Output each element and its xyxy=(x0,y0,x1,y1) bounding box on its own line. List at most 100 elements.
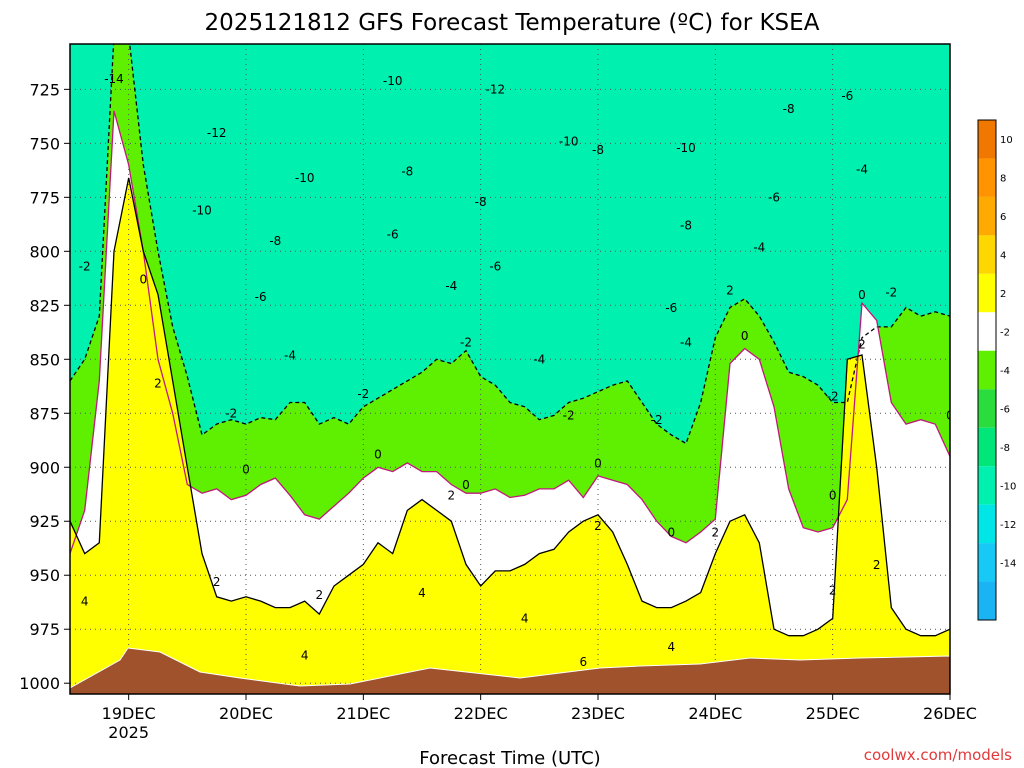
x-tick-sublabel: 2025 xyxy=(108,723,149,742)
contour-label: -8 xyxy=(475,195,487,209)
y-tick-label: 850 xyxy=(29,350,60,369)
terrain-surface xyxy=(70,647,950,694)
contour-label: -14 xyxy=(104,72,124,86)
contour-label: 4 xyxy=(301,648,309,662)
contour-label: -4 xyxy=(445,279,457,293)
contour-label: -12 xyxy=(486,83,506,97)
contour-label: 0 xyxy=(462,478,470,492)
contour-label: 2 xyxy=(858,337,866,351)
contour-label: 2 xyxy=(316,588,324,602)
contour-label: 2 xyxy=(594,519,602,533)
y-tick-label: 800 xyxy=(29,242,60,261)
colorbar-tick-label: 8 xyxy=(1000,174,1006,185)
y-tick-label: 975 xyxy=(29,620,60,639)
x-tick-label: 21DEC xyxy=(336,704,390,723)
contour-label: -2 xyxy=(827,389,839,403)
contour-label: -2 xyxy=(651,413,663,427)
contour-label: -4 xyxy=(856,163,868,177)
contour-label: 2 xyxy=(712,525,720,539)
contour-label: 2 xyxy=(154,376,162,390)
contour-label: 4 xyxy=(418,586,426,600)
y-tick-label: 725 xyxy=(29,80,60,99)
contour-label: -6 xyxy=(255,290,267,304)
contour-label: 6 xyxy=(580,655,588,669)
contour-label: -8 xyxy=(269,234,281,248)
colorbar-swatch xyxy=(978,196,996,236)
colorbar-swatch xyxy=(978,273,996,313)
colorbar-tick-label: -14 xyxy=(1000,558,1016,569)
plot-frame xyxy=(69,43,951,695)
y-tick-label: 925 xyxy=(29,512,60,531)
colorbar: -14 -12 -10 -8 -6 -4 -2 2 4 6 8 10 xyxy=(977,119,1016,621)
contour-label: -10 xyxy=(192,204,212,218)
colorbar-swatch xyxy=(978,120,996,159)
colorbar-swatch xyxy=(978,235,996,274)
contour-label: -6 xyxy=(489,260,501,274)
contour-label: -2 xyxy=(460,335,472,349)
contour-label: 0 xyxy=(829,489,837,503)
contour-label: 0 xyxy=(858,288,866,302)
isotherm-line xyxy=(70,177,950,637)
contour-label: 4 xyxy=(81,594,89,608)
colorbar-swatch xyxy=(978,427,996,467)
contour-label: -4 xyxy=(284,348,296,362)
colorbar-swatch xyxy=(978,312,996,351)
colorbar-swatch xyxy=(978,389,996,428)
contour-label: 2 xyxy=(726,283,734,297)
y-tick-label: 825 xyxy=(29,296,60,315)
y-tick-label: 775 xyxy=(29,188,60,207)
colorbar-tick-label: 6 xyxy=(1000,212,1006,223)
x-axis-label: Forecast Time (UTC) xyxy=(419,748,600,768)
contour-label: 2 xyxy=(448,489,456,503)
x-tick-label: 22DEC xyxy=(454,704,508,723)
colorbar-swatch xyxy=(978,504,996,544)
credit-text: coolwx.com/models xyxy=(864,746,1012,764)
colorbar-swatch xyxy=(978,466,996,505)
colorbar-tick-label: -2 xyxy=(1000,328,1010,339)
contour-label: 0 xyxy=(741,329,749,343)
isotherm-line xyxy=(70,44,950,445)
contour-label: -10 xyxy=(559,134,579,148)
contour-label: -12 xyxy=(207,126,227,140)
contour-label: -2 xyxy=(225,407,237,421)
contour-label: 0 xyxy=(946,409,954,423)
contour-label: 4 xyxy=(521,612,529,626)
isotherm-line xyxy=(70,110,950,554)
contour-label: 0 xyxy=(594,456,602,470)
x-tick-label: 26DEC xyxy=(923,704,977,723)
x-tick-label: 25DEC xyxy=(806,704,860,723)
y-axis: 725 750 775 800 825 850 875 900 925 950 975 1000 xyxy=(19,80,70,693)
contour-label: -6 xyxy=(841,89,853,103)
contour-label: -8 xyxy=(592,143,604,157)
contour-label: 0 xyxy=(668,525,676,539)
contour-label: -4 xyxy=(533,353,545,367)
contour-label: 0 xyxy=(374,448,382,462)
plot-area: -14 -12 -10 -12 -10 -8 -10 -8 -6 -10 -8 -8 -6 -4 -10 -8… xyxy=(70,44,954,694)
colorbar-tick-label: -6 xyxy=(1000,404,1010,415)
contour-label: -8 xyxy=(401,165,413,179)
colorbar-swatch xyxy=(978,581,996,620)
contour-label: -10 xyxy=(295,171,315,185)
colorbar-tick-label: 2 xyxy=(1000,289,1006,300)
colorbar-frame xyxy=(977,119,997,621)
x-tick-label: 20DEC xyxy=(219,704,273,723)
contour-label: -6 xyxy=(387,227,399,241)
colorbar-swatch xyxy=(978,350,996,390)
colorbar-swatch xyxy=(978,158,996,197)
colorbar-tick-label: -4 xyxy=(1000,366,1010,377)
band-fill xyxy=(70,177,950,694)
contour-label: -8 xyxy=(680,219,692,233)
x-tick-label: 19DEC xyxy=(102,704,156,723)
contour-label: -2 xyxy=(885,286,897,300)
contour-label: 0 xyxy=(140,273,148,287)
terrain-layer xyxy=(70,647,950,694)
colorbar-tick-label: -12 xyxy=(1000,520,1016,531)
y-tick-label: 1000 xyxy=(19,674,60,693)
contour-label: -2 xyxy=(563,409,575,423)
contour-label: 4 xyxy=(668,640,676,654)
contour-labels: -14 -12 -10 -12 -10 -8 -10 -8 -6 -10 -8 -8 -6 -4 -10 -8… xyxy=(79,72,954,669)
colorbar-tick-label: -8 xyxy=(1000,443,1010,454)
y-tick-label: 950 xyxy=(29,566,60,585)
